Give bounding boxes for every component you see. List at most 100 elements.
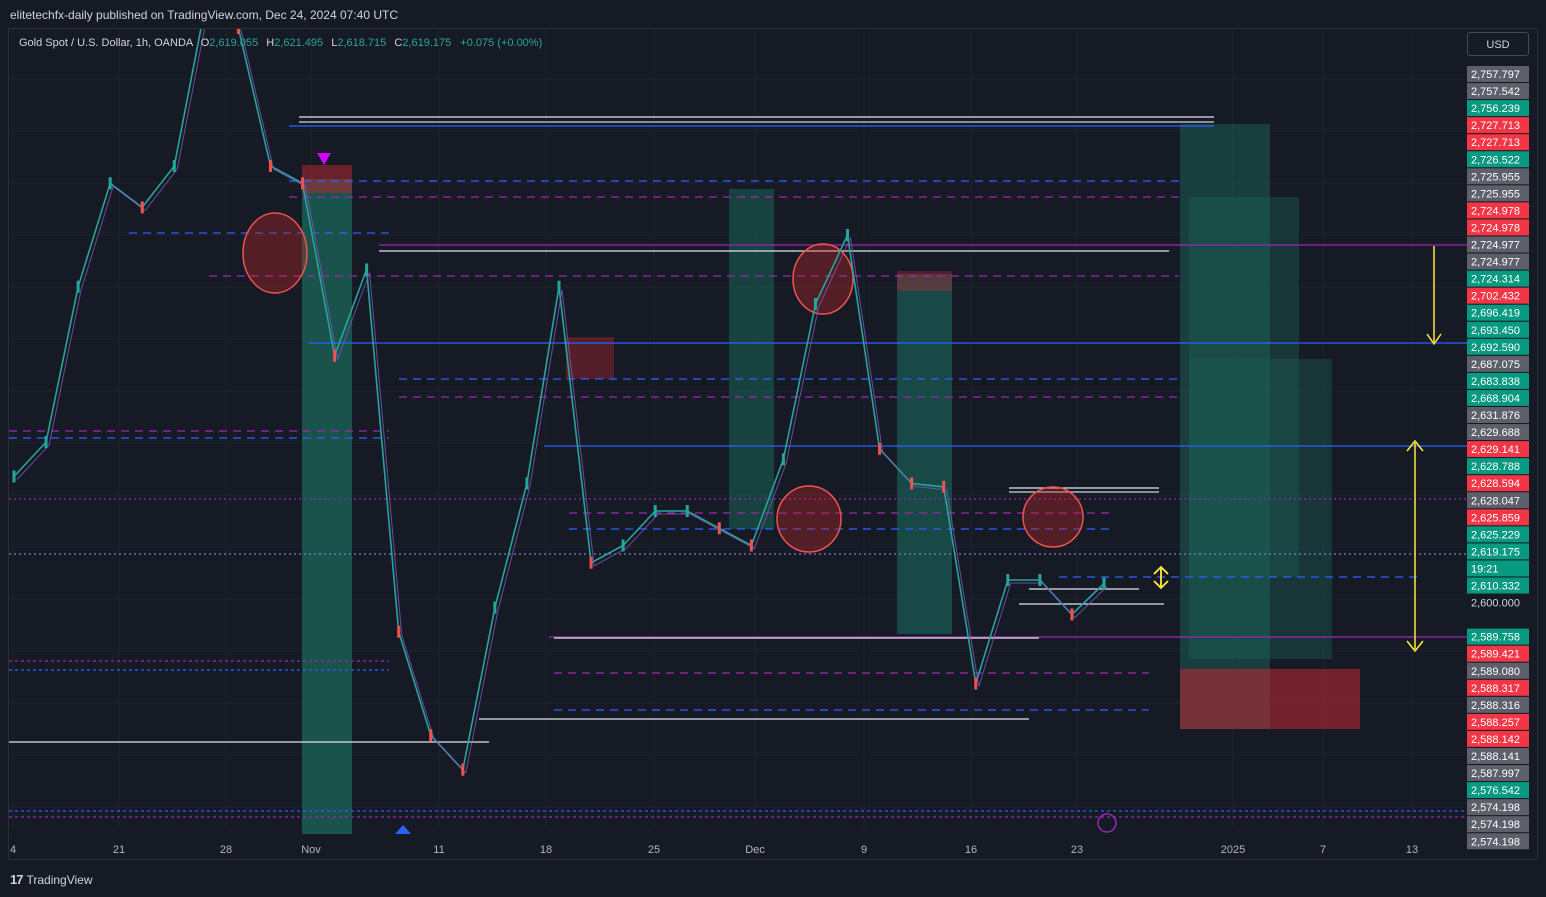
flash-icon — [1097, 813, 1117, 833]
price-point — [12, 470, 16, 483]
price-scale-badge — [1467, 219, 1529, 236]
price-scale-label: 2,574.198 — [1471, 802, 1520, 814]
x-tick-label: 21 — [113, 844, 125, 856]
x-tick-label: Dec — [745, 844, 765, 856]
price-scale-label: 2,574.198 — [1471, 836, 1520, 848]
price-scale-badge — [1467, 236, 1529, 253]
price-scale-label: 2,610.332 — [1471, 581, 1520, 593]
price-chart[interactable]: 4 21 28 Nov 11 18 25 Dec 9 16 23 2025 7 13 2,757.797 2,… — [9, 29, 1538, 860]
price-point — [268, 160, 272, 172]
price-point — [813, 298, 817, 310]
price-point — [172, 160, 176, 172]
currency-button[interactable]: USD — [1467, 32, 1529, 56]
price-point — [236, 29, 240, 34]
high-label: H — [266, 37, 275, 49]
price-scale-label: 2,725.955 — [1471, 171, 1520, 183]
price-point — [781, 453, 785, 466]
price-scale-badge — [1467, 185, 1529, 202]
price-scale-badge — [1467, 492, 1529, 509]
price-point — [140, 201, 144, 214]
price-point — [589, 556, 593, 569]
x-tick-label: 18 — [540, 844, 552, 856]
price-scale-badge — [1467, 543, 1529, 560]
x-tick-label: 9 — [861, 844, 867, 856]
position-zone — [897, 274, 952, 634]
price-scale-badge — [1467, 560, 1529, 577]
price-point — [910, 477, 914, 490]
price-scale-label: 2,588.316 — [1471, 700, 1520, 712]
price-scale-label: 2,628.594 — [1471, 478, 1520, 490]
position-zone — [566, 337, 614, 379]
tradingview-logo-icon: 17 — [10, 872, 24, 887]
price-point — [942, 480, 946, 493]
publisher-text: elitetechfx-daily published on TradingVi… — [10, 8, 399, 22]
yellow-arrow-2-heads — [1406, 439, 1424, 653]
price-point — [429, 729, 433, 742]
price-scale-badge — [1467, 713, 1529, 730]
footer-bar: 17 TradingView — [0, 860, 1546, 897]
price-scale-badge — [1467, 321, 1529, 338]
price-scale-label: 2,631.876 — [1471, 410, 1520, 422]
price-scale-label: 2,589.758 — [1471, 632, 1520, 644]
price-scale-badge — [1467, 799, 1529, 816]
price-scale-label: 2,588.257 — [1471, 717, 1520, 729]
price-scale-badge — [1467, 253, 1529, 270]
price-scale-badge — [1467, 407, 1529, 423]
change-value: +0.075 (+0.00%) — [460, 37, 543, 49]
position-zone — [897, 271, 952, 291]
price-scale-label: 2,588.141 — [1471, 751, 1520, 763]
open-value: 2,619.055 — [209, 37, 259, 49]
price-scale-badge — [1467, 526, 1529, 543]
x-tick-label: 13 — [1406, 844, 1418, 856]
price-scale-label: 2,693.450 — [1471, 325, 1520, 337]
price-scale-badge — [1467, 151, 1529, 168]
price-scale-label: 2,588.142 — [1471, 734, 1520, 746]
price-point — [1070, 608, 1074, 621]
price-scale-badge — [1467, 475, 1529, 492]
event-marker-icon — [395, 825, 411, 834]
price-scale-badge — [1467, 679, 1529, 696]
price-scale-label: 2,574.198 — [1471, 819, 1520, 831]
x-tick-label: 25 — [648, 844, 660, 856]
x-tick-label: 23 — [1071, 844, 1083, 856]
annotation-circle — [242, 212, 308, 294]
price-point — [974, 677, 978, 690]
price-scale-badge — [1467, 833, 1529, 850]
price-scale-label: 2,687.075 — [1471, 359, 1520, 371]
price-scale-badge — [1467, 441, 1529, 458]
position-zone — [302, 179, 352, 834]
price-point — [525, 477, 529, 490]
price-scale-badge — [1467, 287, 1529, 304]
price-point — [76, 280, 80, 293]
price-point — [397, 625, 401, 638]
price-scale-badge — [1467, 100, 1529, 117]
price-scale-badge — [1467, 730, 1529, 747]
price-scale-label: 2,625.229 — [1471, 529, 1520, 541]
price-scale-label: 2,683.838 — [1471, 376, 1520, 388]
position-zone — [302, 165, 352, 193]
price-point — [461, 763, 465, 776]
price-point — [653, 505, 657, 517]
yellow-arrow-1-head — [1426, 333, 1442, 346]
yellow-double-arrow — [1153, 565, 1169, 590]
publisher-bar: elitetechfx-daily published on TradingVi… — [0, 0, 1546, 28]
price-scale-badge — [1467, 270, 1529, 287]
price-scale-badge — [1467, 338, 1529, 355]
price-scale-label: 2,756.239 — [1471, 103, 1520, 115]
price-point — [333, 349, 337, 362]
price-scale-label: 2,724.314 — [1471, 274, 1520, 286]
x-tick-label: 11 — [433, 844, 444, 856]
chart-pane[interactable]: 4 21 28 Nov 11 18 25 Dec 9 16 23 2025 7 13 2,757.797 2,… — [8, 28, 1538, 860]
x-tick-label: 7 — [1320, 844, 1326, 856]
price-scale-badge — [1467, 662, 1529, 679]
price-scale-label: 2,629.688 — [1471, 427, 1520, 439]
price-scale-label: 2,628.788 — [1471, 461, 1520, 473]
price-point — [621, 539, 625, 552]
price-point — [108, 177, 112, 190]
price-scale-label: 2,724.978 — [1471, 222, 1520, 234]
price-point — [365, 263, 369, 276]
price-scale-label: 2,724.978 — [1471, 205, 1520, 217]
price-scale-badge — [1467, 782, 1529, 799]
x-tick-label: 4 — [10, 844, 16, 856]
price-scale-label: 2,625.859 — [1471, 512, 1520, 524]
